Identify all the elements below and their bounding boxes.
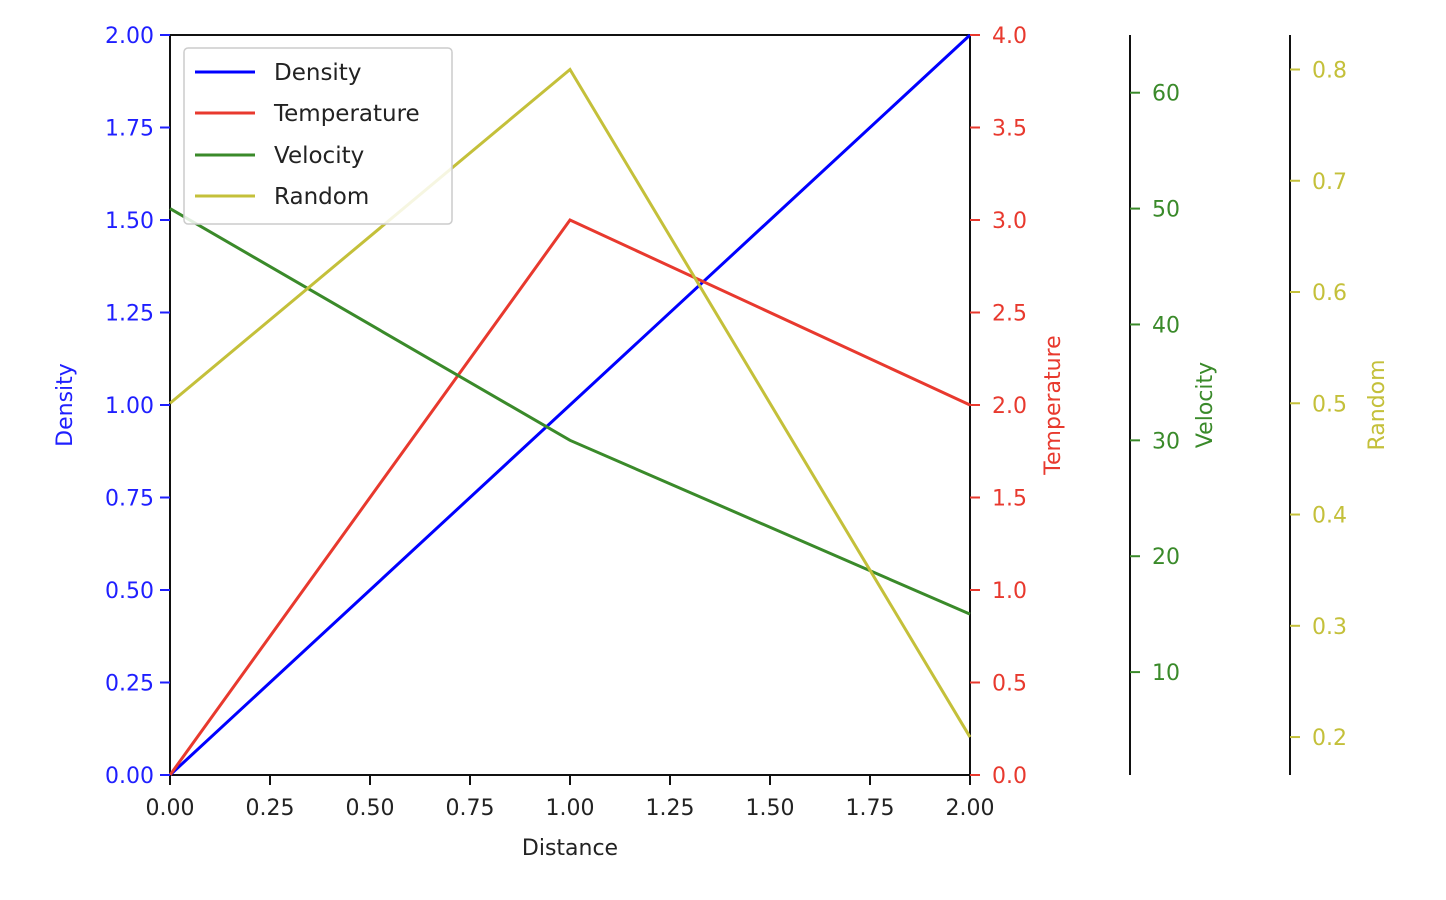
velocity-tick-label: 10 — [1152, 661, 1180, 686]
density-tick-label: 1.25 — [105, 302, 154, 327]
random-axis-title: Random — [1365, 359, 1390, 450]
random-tick-label: 0.2 — [1312, 726, 1347, 751]
legend-label-temperature: Temperature — [273, 101, 420, 127]
temperature-tick-label: 2.5 — [992, 302, 1027, 327]
temperature-tick-label: 1.5 — [992, 487, 1027, 512]
random-tick-label: 0.5 — [1312, 392, 1347, 417]
density-tick-label: 0.50 — [105, 579, 154, 604]
temperature-tick-label: 1.0 — [992, 579, 1027, 604]
density-tick-label: 2.00 — [105, 24, 154, 49]
legend-entry-temperature: Temperature — [195, 101, 420, 127]
legend-label-velocity: Velocity — [274, 143, 364, 169]
density-tick-label: 1.75 — [105, 117, 154, 142]
x-tick-label: 0.25 — [246, 796, 295, 821]
legend-box — [183, 47, 453, 225]
x-tick-label: 1.25 — [646, 796, 695, 821]
temperature-tick-label: 3.5 — [992, 117, 1027, 142]
legend: Density Temperature Velocity Random — [183, 47, 453, 225]
density-axis-title: Density — [53, 363, 78, 447]
axes-layer: 0.00 0.25 0.50 0.75 1.00 1.25 1.50 1.75 2.000.00… — [53, 24, 1390, 821]
series-line-random — [169, 67, 972, 738]
random-tick-label: 0.3 — [1312, 615, 1347, 640]
density-tick-label: 0.75 — [105, 487, 154, 512]
series-line-velocity — [169, 207, 971, 616]
legend-entry-density: Density — [195, 60, 361, 86]
velocity-axis-title: Velocity — [1193, 362, 1218, 448]
velocity-tick-label: 60 — [1152, 82, 1180, 107]
temperature-axis-title: Temperature — [1041, 335, 1066, 475]
velocity-tick-label: 50 — [1152, 198, 1180, 223]
x-tick-label: 0.50 — [346, 796, 395, 821]
random-tick-label: 0.7 — [1312, 170, 1347, 195]
temperature-tick-label: 0.0 — [992, 764, 1027, 789]
legend-label-density: Density — [274, 60, 361, 86]
velocity-tick-label: 30 — [1152, 429, 1180, 454]
velocity-tick-label: 20 — [1152, 545, 1180, 570]
x-tick-label: 0.00 — [146, 796, 195, 821]
temperature-tick-label: 2.0 — [992, 394, 1027, 419]
x-tick-label: 0.75 — [446, 796, 495, 821]
legend-label-random: Random — [274, 184, 369, 210]
series-line-density — [168, 33, 972, 777]
density-tick-label: 1.00 — [105, 394, 154, 419]
x-tick-label: 1.75 — [846, 796, 895, 821]
density-tick-label: 0.00 — [105, 764, 154, 789]
legend-entry-random: Random — [195, 184, 369, 210]
density-tick-label: 0.25 — [105, 672, 154, 697]
random-tick-label: 0.8 — [1312, 58, 1347, 83]
legend-entry-velocity: Velocity — [195, 143, 364, 169]
temperature-tick-label: 0.5 — [992, 672, 1027, 697]
series-line-temperature — [168, 218, 971, 776]
velocity-tick-label: 40 — [1152, 313, 1180, 338]
temperature-tick-label: 4.0 — [992, 24, 1027, 49]
x-axis-title: Distance — [522, 836, 618, 861]
density-tick-label: 1.50 — [105, 209, 154, 234]
random-tick-label: 0.6 — [1312, 281, 1347, 306]
x-tick-label: 1.00 — [546, 796, 595, 821]
x-tick-label: 1.50 — [746, 796, 795, 821]
series-layer — [168, 33, 972, 777]
x-tick-label: 2.00 — [946, 796, 995, 821]
temperature-tick-label: 3.0 — [992, 209, 1027, 234]
random-tick-label: 0.4 — [1312, 504, 1347, 529]
